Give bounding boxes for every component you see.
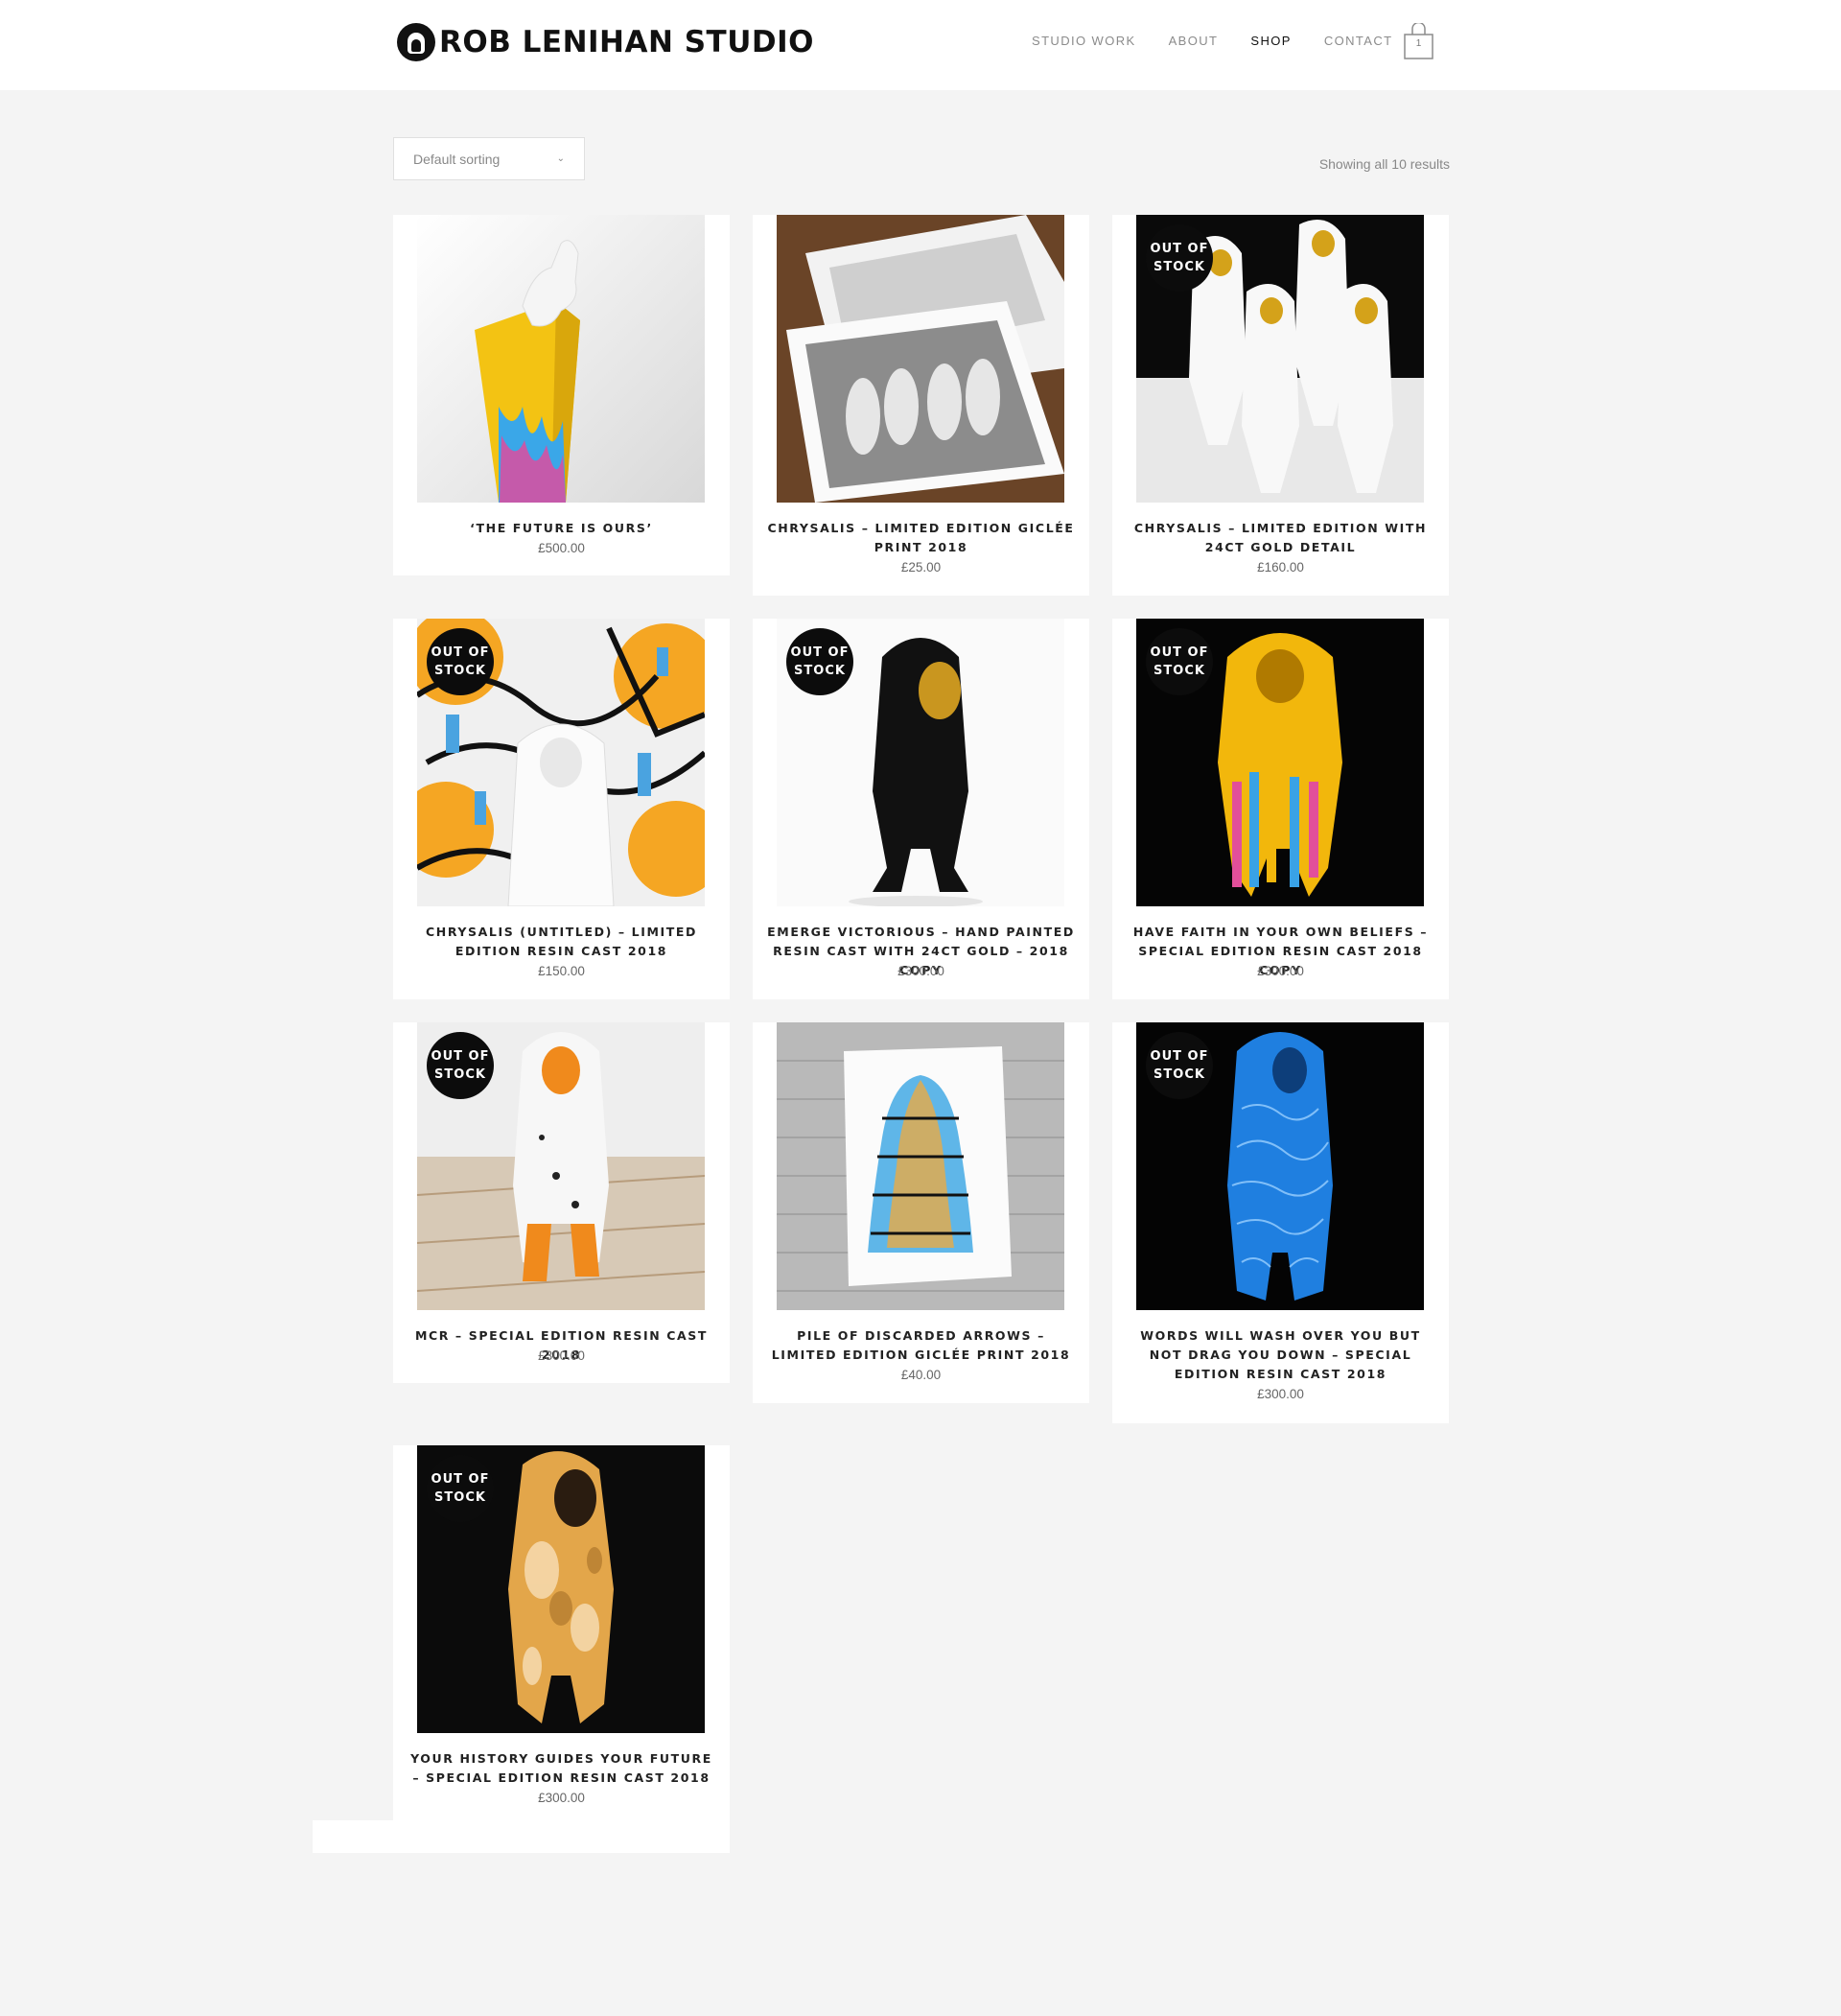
product-card[interactable]: OUT OF STOCK CHRYSALIS – LIMITED EDITION … [1112, 215, 1449, 596]
product-price: £40.00 [900, 1368, 942, 1382]
cart-button[interactable]: 1 [1403, 21, 1434, 59]
out-of-stock-badge: OUT OF STOCK [427, 1032, 494, 1099]
result-count: Showing all 10 results [1318, 156, 1450, 172]
product-title[interactable]: CHRYSALIS – LIMITED EDITION WITH 24CT GO… [1133, 521, 1428, 554]
product-price: £300.00 [538, 1348, 585, 1363]
product-card[interactable]: OUT OF STOCK WORDS WILL WASH OVER YOU BUT… [1112, 1022, 1449, 1423]
product-card[interactable]: CHRYSALIS – LIMITED EDITION GICLÉE PRINT… [753, 215, 1089, 596]
hooded-figure-logo-icon [397, 23, 435, 61]
nav-contact[interactable]: CONTACT [1323, 34, 1393, 48]
chevron-down-icon: ⌄ [556, 153, 565, 164]
product-price: £500.00 [538, 541, 585, 555]
out-of-stock-badge: OUT OF STOCK [1146, 224, 1213, 292]
product-image[interactable]: OUT OF STOCK [777, 619, 1064, 906]
product-image[interactable] [777, 215, 1064, 503]
product-image[interactable]: OUT OF STOCK [1136, 215, 1424, 503]
product-title[interactable]: MCR – SPECIAL EDITION RESIN CAST 2018 [414, 1328, 709, 1362]
sorting-value: Default sorting [413, 151, 501, 167]
nav-about[interactable]: ABOUT [1168, 34, 1219, 48]
product-price: £300.00 [1257, 1387, 1304, 1401]
out-of-stock-badge: OUT OF STOCK [1146, 628, 1213, 695]
product-title[interactable]: CHRYSALIS – LIMITED EDITION GICLÉE PRINT… [767, 521, 1075, 554]
page-edge-strip [313, 1820, 393, 1853]
site-header: ROB LENIHAN STUDIO STUDIO WORK ABOUT SHO… [0, 0, 1841, 90]
out-of-stock-badge: OUT OF STOCK [427, 1455, 494, 1522]
nav-studio-work[interactable]: STUDIO WORK [1032, 34, 1136, 48]
product-card[interactable]: OUT OF STOCK CHRYSALIS (UNTITLED) – LIMIT… [393, 619, 730, 999]
product-price: £25.00 [900, 560, 942, 574]
product-title[interactable]: ‘THE FUTURE IS OURS’ [470, 521, 653, 535]
product-title[interactable]: PILE OF DISCARDED ARROWS – LIMITED EDITI… [771, 1328, 1071, 1362]
product-title[interactable]: YOUR HISTORY GUIDES YOUR FUTURE – SPECIA… [410, 1751, 712, 1785]
product-image[interactable]: OUT OF STOCK [417, 619, 705, 906]
product-price: £300.00 [1257, 964, 1304, 978]
product-image[interactable]: OUT OF STOCK [417, 1022, 705, 1310]
product-card[interactable]: ‘THE FUTURE IS OURS’ £500.00 [393, 215, 730, 575]
product-image[interactable]: OUT OF STOCK [417, 1445, 705, 1733]
main-nav: STUDIO WORK ABOUT SHOP CONTACT [1032, 34, 1393, 48]
product-title[interactable]: WORDS WILL WASH OVER YOU BUT NOT DRAG YO… [1140, 1328, 1421, 1381]
product-price: £150.00 [538, 964, 585, 978]
out-of-stock-badge: OUT OF STOCK [786, 628, 853, 695]
product-image[interactable] [777, 1022, 1064, 1310]
shopping-bag-icon [1404, 21, 1433, 59]
nav-shop[interactable]: SHOP [1250, 34, 1292, 48]
product-card[interactable]: OUT OF STOCK HAVE FAITH IN YOUR OWN BELIE… [1112, 619, 1449, 999]
cart-count: 1 [1415, 38, 1422, 49]
product-image[interactable] [417, 215, 705, 503]
product-image[interactable]: OUT OF STOCK [1136, 1022, 1424, 1310]
product-price: £300.00 [897, 964, 944, 978]
sorting-select[interactable]: Default sorting ⌄ [393, 137, 585, 180]
site-logo[interactable]: ROB LENIHAN STUDIO [397, 21, 814, 63]
out-of-stock-badge: OUT OF STOCK [427, 628, 494, 695]
product-card[interactable]: OUT OF STOCK MCR – SPECIAL EDITION RESIN … [393, 1022, 730, 1383]
product-price: £300.00 [538, 1791, 585, 1805]
product-price: £160.00 [1257, 560, 1304, 574]
product-title[interactable]: CHRYSALIS (UNTITLED) – LIMITED EDITION R… [426, 925, 697, 958]
product-image[interactable]: OUT OF STOCK [1136, 619, 1424, 906]
product-title[interactable]: EMERGE VICTORIOUS – HAND PAINTED RESIN C… [767, 925, 1075, 977]
product-card[interactable]: OUT OF STOCK YOUR HISTORY GUIDES YOUR FUT… [393, 1445, 730, 1853]
product-title[interactable]: HAVE FAITH IN YOUR OWN BELIEFS – SPECIAL… [1132, 925, 1429, 977]
product-card[interactable]: PILE OF DISCARDED ARROWS – LIMITED EDITI… [753, 1022, 1089, 1403]
logo-text: ROB LENIHAN STUDIO [439, 25, 814, 59]
out-of-stock-badge: OUT OF STOCK [1146, 1032, 1213, 1099]
product-card[interactable]: OUT OF STOCK EMERGE VICTORIOUS – HAND PAI… [753, 619, 1089, 999]
